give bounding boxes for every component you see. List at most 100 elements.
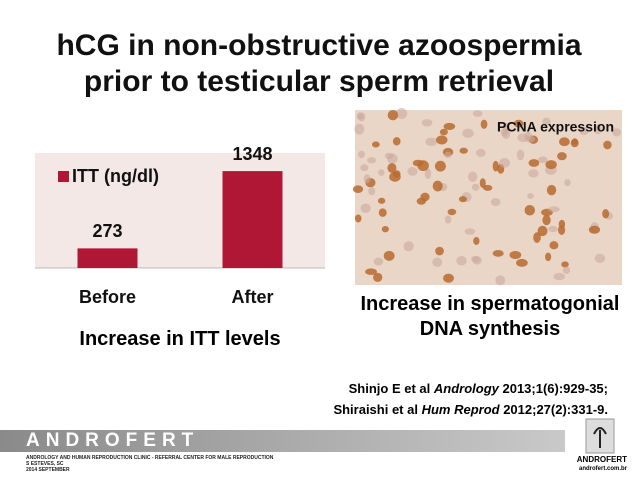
cell — [425, 137, 438, 146]
cell — [373, 257, 384, 266]
ref-citation: 2013;1(6):929-35; — [498, 381, 608, 396]
cell — [456, 256, 467, 266]
cell — [354, 214, 362, 223]
cell — [436, 135, 448, 145]
cell — [471, 255, 480, 263]
cell — [444, 215, 452, 224]
title-line: prior to testicular sperm retrieval — [83, 65, 555, 98]
cell — [473, 236, 480, 245]
ref-citation: 2012;27(2):331-9. — [499, 402, 608, 417]
legend-swatch — [58, 171, 69, 182]
cell — [387, 163, 397, 173]
cell — [468, 171, 478, 183]
image-caption: PCNA expression — [497, 119, 614, 135]
cell — [447, 208, 457, 216]
legend-label: ITT (ng/dl) — [72, 166, 159, 186]
cell — [396, 108, 408, 119]
cell — [392, 137, 401, 146]
cell — [588, 225, 601, 234]
cell — [444, 151, 452, 159]
logo-symbol — [593, 427, 607, 448]
cell — [471, 183, 480, 191]
title-line: hCG in non-obstructive azoospermia — [56, 29, 582, 62]
cell — [501, 128, 511, 140]
cell — [381, 225, 389, 233]
bar — [222, 171, 283, 268]
cell — [367, 157, 377, 164]
ref-authors: Shiraishi et al — [333, 402, 422, 417]
x-tick-label: After — [231, 287, 273, 307]
data-label: 273 — [92, 221, 122, 241]
logo-text: ANDROFERT — [576, 455, 627, 464]
cell — [424, 168, 432, 179]
cell — [557, 152, 567, 161]
cell — [393, 170, 401, 178]
cell — [562, 266, 571, 275]
cell — [417, 160, 429, 172]
cell — [594, 253, 606, 264]
chart: PCNA expression Before After 273 1348 ITT (n… — [35, 108, 622, 307]
cell — [545, 252, 552, 262]
footer-bar — [0, 430, 565, 452]
cell — [553, 273, 565, 281]
cell — [352, 185, 364, 193]
data-label: 1348 — [232, 144, 272, 164]
cell — [368, 186, 376, 196]
cell — [371, 141, 380, 148]
cell — [548, 225, 558, 233]
cell — [439, 128, 448, 136]
micrograph-cells — [352, 108, 622, 286]
cell — [360, 203, 371, 214]
cell — [570, 139, 579, 148]
cell — [480, 119, 488, 129]
cell — [403, 241, 414, 252]
cell — [509, 251, 522, 260]
cell — [378, 169, 385, 176]
cell — [459, 147, 468, 154]
cell — [383, 250, 395, 261]
cell — [594, 124, 602, 135]
ref-authors: Shinjo E et al — [348, 381, 434, 396]
cell — [513, 119, 524, 128]
cell — [492, 250, 504, 257]
cell — [612, 128, 622, 137]
footer-lines: ANDROLOGY AND HUMAN REPRODUCTION CLINIC … — [26, 455, 273, 473]
cell — [377, 197, 386, 204]
cell — [602, 208, 610, 219]
cell — [559, 137, 570, 147]
cell — [387, 109, 399, 121]
chart-caption: Increase in ITT levels — [79, 328, 281, 350]
cell — [549, 241, 559, 250]
cell — [528, 159, 540, 167]
image-finding: Increase in spermatogonial DNA synthesis — [360, 293, 620, 340]
cell — [603, 140, 612, 150]
cell — [443, 273, 454, 283]
footer-line: S ESTEVES, SC — [26, 461, 64, 467]
cell — [363, 174, 371, 184]
cell — [548, 206, 560, 213]
micrograph — [355, 110, 622, 285]
cell — [435, 246, 444, 256]
footer-line: 2014 SEPTEMBER — [26, 467, 70, 473]
cell — [432, 257, 443, 267]
cell — [516, 149, 525, 161]
cell — [462, 128, 474, 138]
title: hCG in non-obstructive azoospermia prior… — [0, 28, 638, 100]
cell — [490, 198, 501, 207]
x-tick-label: Before — [79, 287, 136, 307]
cell — [516, 258, 528, 267]
bar — [77, 248, 138, 268]
cell — [483, 184, 493, 191]
cell — [495, 275, 506, 286]
cell — [432, 180, 443, 192]
cell — [537, 225, 548, 237]
cell — [537, 156, 548, 164]
cell — [542, 214, 551, 226]
cell — [479, 178, 486, 188]
cell — [545, 160, 557, 170]
cell — [492, 160, 499, 172]
cell — [472, 110, 483, 117]
cell — [524, 204, 536, 216]
cell — [365, 268, 377, 276]
